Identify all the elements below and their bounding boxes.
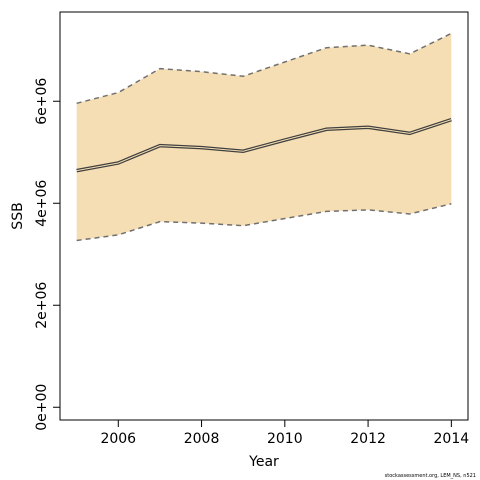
- x-tick-label: 2012: [350, 431, 386, 447]
- series-layer: [76, 32, 452, 242]
- lower-bound-line: [76, 203, 452, 242]
- confidence-band: [76, 33, 452, 241]
- x-tick-label: 2008: [184, 431, 220, 447]
- y-tick-label: 0e+00: [34, 384, 50, 431]
- y-tick-label: 2e+06: [34, 282, 50, 329]
- plot-frame: [59, 11, 469, 421]
- ssb-estimate-line-inner: [76, 119, 452, 172]
- x-tick-label: 2014: [434, 431, 470, 447]
- y-axis-title: SSB: [10, 202, 26, 229]
- y-axis: 0e+00 2e+06 4e+06 6e+06: [34, 78, 60, 431]
- y-tick-label: 6e+06: [34, 78, 50, 125]
- credit-text: stockassessment.org, LEM_NS, n521: [385, 473, 476, 479]
- x-tick-label: 2006: [100, 431, 136, 447]
- x-axis-title: Year: [248, 454, 279, 470]
- confidence-band-layer: [76, 33, 452, 241]
- y-tick-label: 4e+06: [34, 180, 50, 227]
- x-axis: 2006 2008 2010 2012 2014: [100, 420, 469, 447]
- x-tick-label: 2010: [267, 431, 303, 447]
- upper-bound-line: [76, 32, 452, 105]
